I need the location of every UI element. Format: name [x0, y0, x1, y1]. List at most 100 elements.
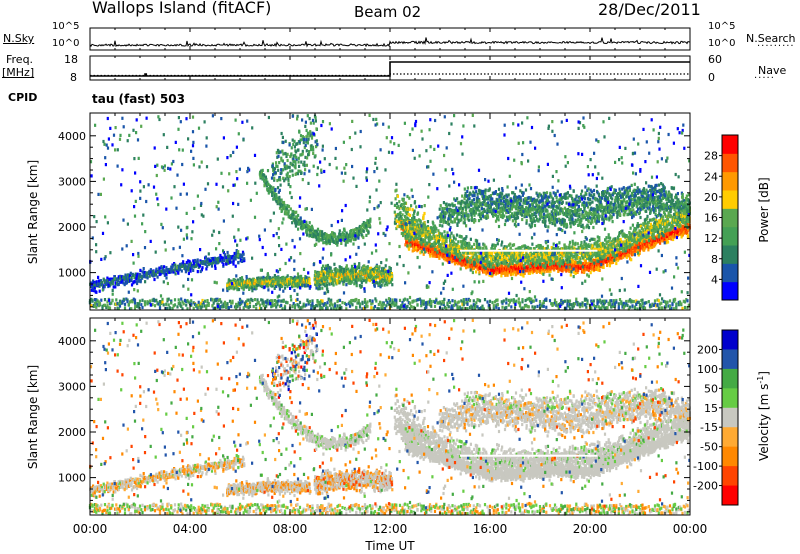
power-cell [235, 302, 238, 306]
power-cell [428, 300, 432, 304]
power-cell [290, 152, 293, 156]
power-cell [210, 298, 213, 302]
power-cell [260, 298, 263, 302]
power-cell [512, 300, 515, 304]
power-cell [286, 171, 289, 175]
power-cell [138, 299, 142, 303]
power-cell [530, 297, 533, 301]
power-cell [222, 264, 225, 268]
power-cell [160, 265, 163, 269]
power-cell [638, 304, 642, 308]
power-cell [121, 279, 124, 283]
power-cell [686, 299, 689, 303]
power-cell [197, 300, 200, 304]
power-cell [110, 301, 113, 305]
nsearch-legend-line: ········· [757, 41, 795, 52]
power-cell [190, 266, 193, 270]
power-cell [630, 300, 633, 304]
power-cell [341, 301, 344, 305]
power-cell [314, 154, 317, 158]
power-cell [202, 301, 205, 305]
power-cell [241, 300, 244, 304]
power-cell [651, 303, 654, 307]
power-cell [276, 178, 279, 183]
power-cell [461, 301, 464, 305]
power-cell [305, 128, 308, 132]
power-cell [207, 303, 210, 307]
power-cell [390, 304, 393, 308]
power-cell [220, 300, 223, 304]
power-cell [198, 264, 201, 268]
power-cell [682, 299, 685, 303]
power-cell [242, 291, 245, 295]
power-cell [420, 301, 423, 305]
power-cell [378, 300, 382, 304]
power-cell [241, 258, 245, 262]
power-cell [277, 299, 280, 303]
power-cell [617, 302, 620, 306]
power-cell [270, 299, 273, 303]
power-cell [591, 300, 594, 304]
power-cell [455, 303, 458, 307]
power-cell [203, 260, 206, 264]
power-cell [577, 302, 580, 306]
power-cell [627, 307, 630, 311]
nave-tick-bottom: 0 [708, 71, 715, 84]
power-cell [222, 259, 225, 263]
power-cell [291, 304, 294, 308]
power-cell [185, 299, 188, 303]
power-cell [361, 307, 364, 311]
nave-trace [90, 73, 690, 77]
power-cell [182, 302, 185, 306]
power-cell [306, 131, 309, 135]
power-cell [247, 305, 250, 310]
power-cell [196, 258, 199, 262]
power-cell [538, 303, 542, 307]
power-cell [231, 260, 234, 264]
power-cell [248, 287, 251, 291]
power-cell [321, 299, 324, 303]
power-cell [408, 306, 412, 311]
power-cell [371, 299, 374, 303]
power-cell [137, 305, 140, 309]
power-cell [466, 302, 469, 306]
power-cell [226, 288, 229, 293]
power-cell [304, 168, 307, 172]
power-cell [468, 305, 472, 309]
power-cell [218, 298, 222, 302]
power-cell [177, 302, 180, 306]
power-cell [560, 298, 563, 303]
power-cell [329, 266, 332, 270]
power-cell [200, 268, 203, 272]
power-cell [296, 297, 299, 302]
power-cell [273, 302, 277, 307]
power-cell [521, 306, 524, 310]
power-cell [576, 301, 579, 305]
power-cell [109, 277, 112, 281]
power-cell [166, 297, 169, 301]
power-cell [300, 306, 303, 310]
power-cell [114, 281, 117, 285]
power-cell [137, 302, 140, 306]
power-cell [190, 302, 193, 306]
power-cell [158, 300, 162, 304]
power-cell [125, 297, 128, 301]
power-cell [410, 304, 413, 309]
power-cell [148, 299, 152, 303]
power-cell [159, 272, 162, 276]
power-cell [282, 140, 285, 145]
power-cell [475, 304, 478, 309]
power-cell [592, 303, 595, 307]
power-cell [430, 299, 433, 304]
power-cell [488, 299, 492, 303]
power-cell [420, 299, 423, 303]
power-cell [437, 301, 440, 305]
power-cell [672, 298, 675, 302]
power-cell [610, 299, 613, 303]
power-cell [495, 305, 498, 309]
power-cell [172, 304, 175, 308]
power-cell [246, 279, 250, 283]
power-cell [170, 270, 173, 274]
power-cell [232, 287, 235, 291]
nsky-trace [89, 37, 691, 48]
